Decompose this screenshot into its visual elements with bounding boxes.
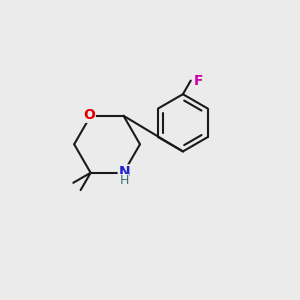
Text: H: H bbox=[119, 174, 129, 187]
Text: F: F bbox=[194, 74, 204, 88]
Text: O: O bbox=[83, 108, 95, 122]
Text: N: N bbox=[118, 165, 130, 179]
